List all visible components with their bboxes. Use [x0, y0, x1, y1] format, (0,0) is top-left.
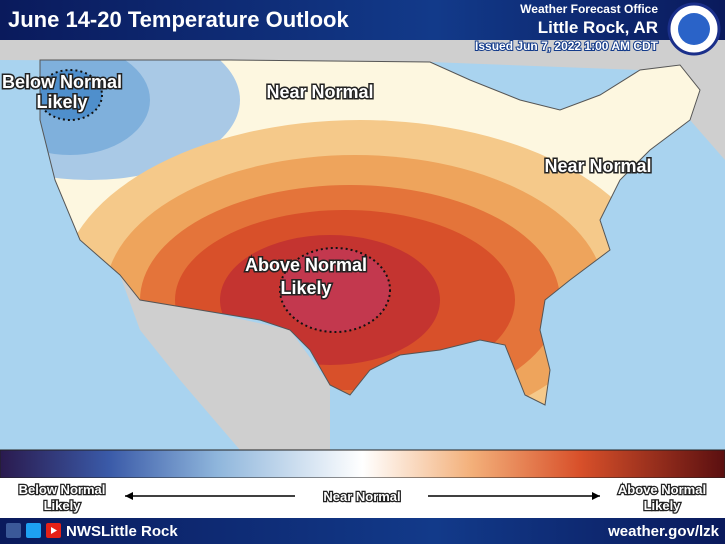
legend-right: Above Normal	[618, 482, 706, 497]
title: June 14-20 Temperature Outlook	[8, 7, 349, 32]
mexico	[120, 275, 330, 450]
map-label: Near Normal	[266, 82, 373, 102]
legend-center: Near Normal	[323, 489, 400, 504]
arrow-head	[592, 492, 600, 500]
header	[0, 0, 725, 40]
facebook-icon	[6, 523, 21, 538]
issued: Issued Jun 7, 2022 1:00 AM CDT	[475, 39, 659, 53]
map-label: Below Normal	[2, 72, 122, 92]
office: Little Rock, AR	[538, 18, 658, 37]
nws-logo-inner	[678, 13, 710, 45]
youtube-play	[51, 527, 57, 534]
canada	[0, 40, 725, 160]
legend-right: Likely	[644, 498, 682, 513]
map-label: Likely	[280, 278, 331, 298]
map-label: Near Normal	[544, 156, 651, 176]
map-label: Likely	[36, 92, 87, 112]
arrow-head	[125, 492, 133, 500]
legend-left: Likely	[44, 498, 82, 513]
us-outline	[39, 59, 701, 406]
social-handle: NWSLittle Rock	[66, 523, 178, 540]
legend	[0, 478, 725, 518]
map-label: Above Normal	[245, 255, 367, 275]
office-label: Weather Forecast Office	[520, 2, 658, 16]
color-bar	[0, 449, 725, 479]
website: weather.gov/lzk	[607, 523, 720, 540]
footer	[0, 518, 725, 544]
legend-left: Below Normal	[19, 482, 106, 497]
twitter-icon	[26, 523, 41, 538]
